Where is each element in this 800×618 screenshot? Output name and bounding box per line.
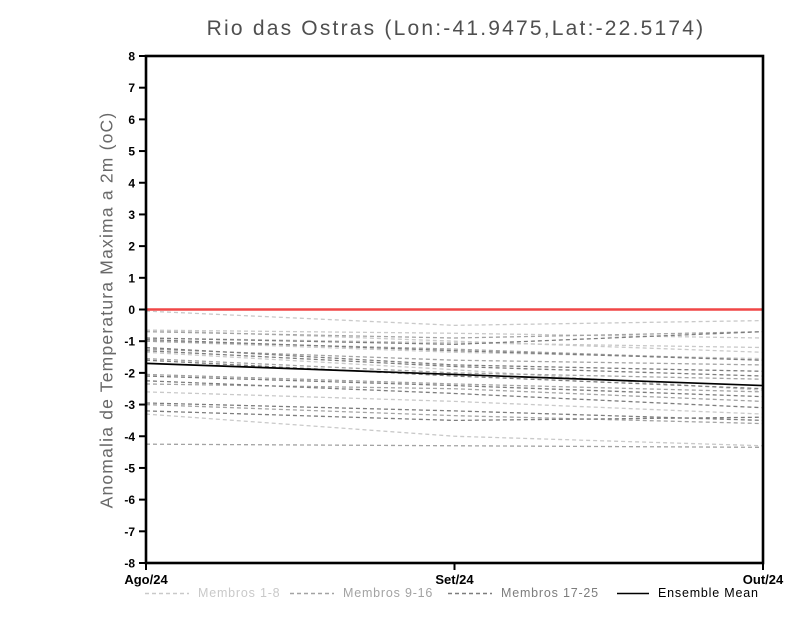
ensemble-member-line — [145, 310, 764, 326]
legend-line-sample — [145, 592, 189, 594]
y-tick-label: 0 — [128, 303, 135, 317]
ensemble-member-line — [145, 413, 764, 447]
legend-label: Membros 17-25 — [501, 586, 599, 600]
chart-title: Rio das Ostras (Lon:-41.9475,Lat:-22.517… — [206, 17, 706, 40]
y-tick-label: 6 — [128, 113, 135, 127]
y-tick-label: -6 — [124, 493, 135, 507]
ensemble-member-line — [145, 410, 764, 422]
y-tick-label: 7 — [128, 81, 135, 95]
ensemble-member-line — [145, 373, 764, 393]
ensemble-member-line — [145, 380, 764, 409]
y-tick-label: -3 — [124, 398, 135, 412]
ensemble-member-line — [145, 338, 764, 361]
ensemble-member-line — [145, 351, 764, 391]
y-tick-label: -2 — [124, 366, 135, 380]
ensemble-mean-line — [145, 362, 764, 387]
y-tick-label: -4 — [124, 430, 135, 444]
ensemble-member-line — [145, 359, 764, 390]
y-tick-label: -1 — [124, 335, 135, 349]
legend-line-sample — [617, 592, 649, 594]
y-tick-label: 4 — [128, 176, 135, 190]
y-tick-label: -5 — [124, 461, 135, 475]
y-tick-label: 8 — [128, 50, 135, 64]
ensemble-member-line — [145, 350, 764, 377]
legend-line-sample — [290, 592, 334, 594]
y-tick-label: 3 — [128, 208, 135, 222]
ensemble-member-line — [145, 346, 764, 372]
legend-item: Membros 1-8 — [145, 586, 280, 600]
ensemble-member-line — [145, 357, 764, 380]
legend-item: Membros 17-25 — [448, 586, 599, 600]
x-tick-label: Set/24 — [435, 572, 474, 587]
y-tick-label: 5 — [128, 145, 135, 159]
ensemble-member-line — [145, 403, 764, 425]
legend-label: Ensemble Mean — [658, 586, 759, 600]
legend-label: Membros 1-8 — [198, 586, 281, 600]
ensemble-member-line — [145, 375, 764, 398]
legend-item: Membros 9-16 — [290, 586, 433, 600]
legend-label: Membros 9-16 — [343, 586, 434, 600]
ensemble-member-line — [145, 329, 764, 353]
ensemble-member-line — [145, 331, 764, 346]
x-tick-label: Ago/24 — [124, 572, 168, 587]
ensemble-member-line — [145, 391, 764, 415]
ensemble-member-line — [145, 337, 764, 349]
ensemble-member-line — [145, 402, 764, 422]
ensemble-member-line — [145, 331, 764, 339]
y-tick-label: 1 — [128, 271, 135, 285]
ensemble-member-line — [145, 348, 764, 366]
x-tick-label: Out/24 — [743, 572, 784, 587]
legend-item: Ensemble Mean — [617, 586, 759, 600]
y-tick-label: 2 — [128, 240, 135, 254]
legend-line-sample — [448, 592, 492, 594]
ensemble-member-line — [145, 383, 764, 403]
chart-legend: Membros 1-8 Membros 9-16 Membros 17-25 Ense… — [0, 586, 800, 604]
ensemble-member-line — [145, 443, 764, 448]
y-tick-label: -8 — [124, 557, 135, 571]
y-tick-label: -7 — [124, 525, 135, 539]
